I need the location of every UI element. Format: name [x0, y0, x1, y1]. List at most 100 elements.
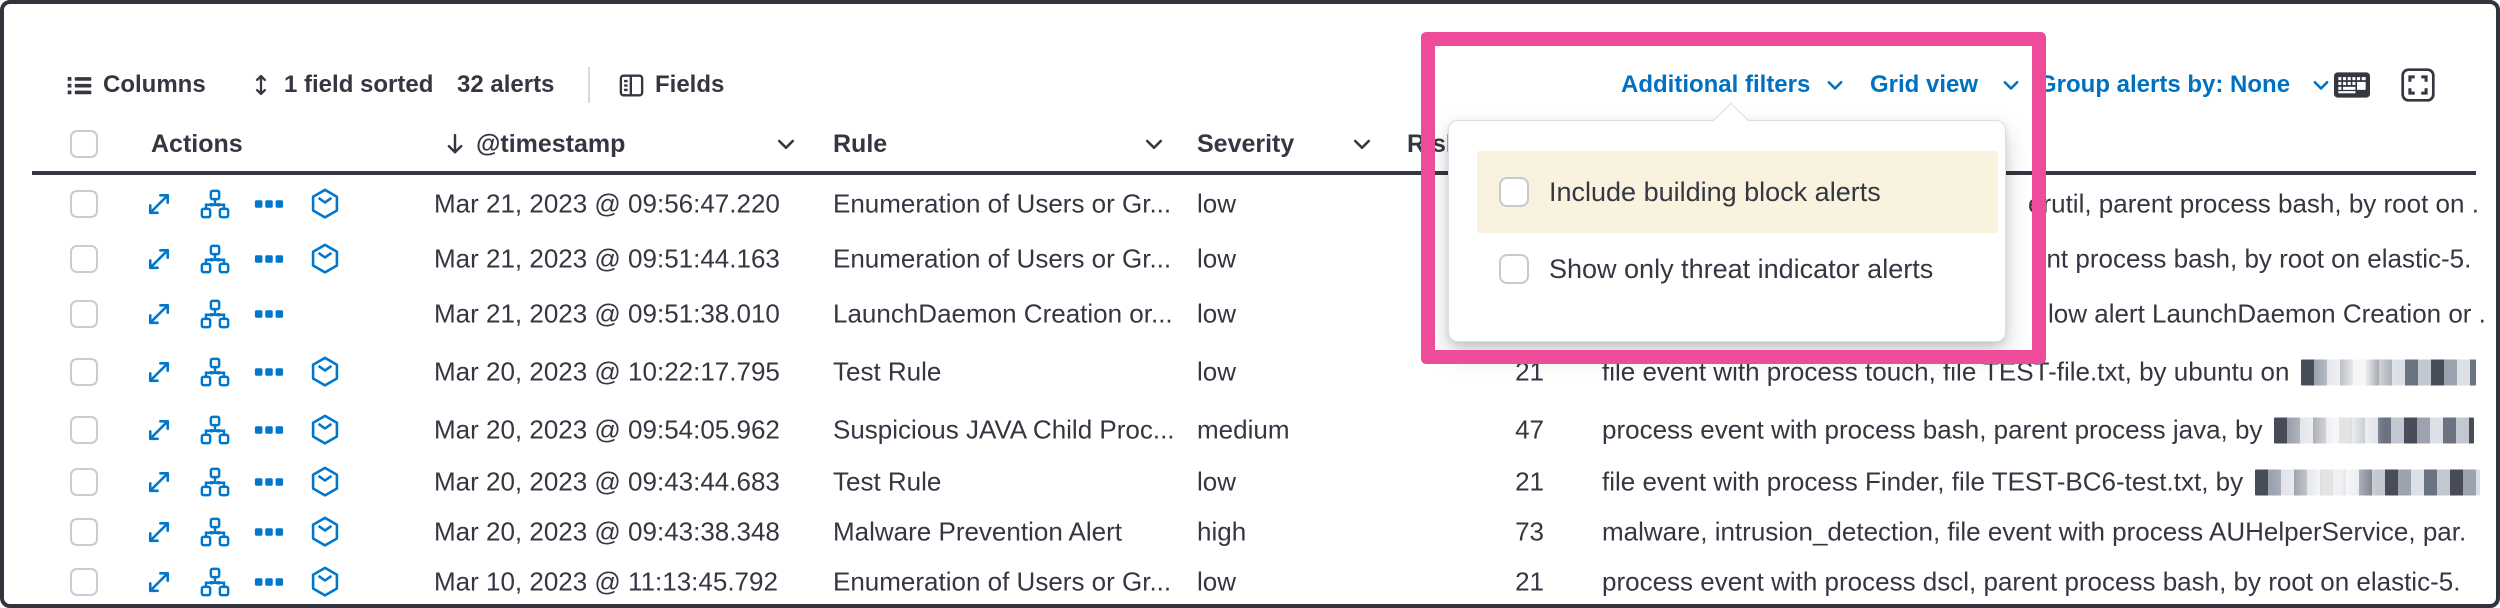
- table-row: Mar 20, 2023 @ 09:43:38.348 Malware Prev…: [4, 505, 2496, 559]
- timestamp-cell: Mar 10, 2023 @ 11:13:45.792: [434, 566, 778, 597]
- reason-text: malware, intrusion_detection, file event…: [1602, 516, 2467, 547]
- session-view-icon[interactable]: [308, 565, 342, 599]
- row-checkbox[interactable]: [70, 468, 98, 496]
- risk-score-cell: 47: [1515, 414, 1544, 445]
- sorted-label: 1 field sorted: [284, 71, 434, 98]
- expand-alert-icon[interactable]: [142, 355, 176, 389]
- chevron-down-icon: [2000, 74, 2022, 96]
- table-row: Mar 10, 2023 @ 11:13:45.792 Enumeration …: [4, 555, 2496, 604]
- option-label: Show only threat indicator alerts: [1549, 253, 1934, 284]
- session-view-icon[interactable]: [308, 187, 342, 221]
- column-menu-chevron-icon[interactable]: [1350, 132, 1374, 156]
- severity-cell: low: [1197, 298, 1237, 329]
- reason-cell: erutil, parent process bash, by root on …: [2028, 189, 2479, 220]
- row-checkbox[interactable]: [70, 190, 98, 218]
- group-alerts-by-button[interactable]: Group alerts by: None: [2038, 64, 2332, 106]
- severity-cell: low: [1197, 466, 1237, 497]
- row-checkbox[interactable]: [70, 568, 98, 596]
- more-actions-icon[interactable]: [252, 465, 286, 499]
- severity-cell: high: [1197, 516, 1247, 547]
- column-header-rule[interactable]: Rule: [833, 129, 888, 158]
- analyze-event-icon[interactable]: [198, 242, 232, 276]
- timestamp-cell: Mar 20, 2023 @ 10:22:17.795: [434, 356, 780, 387]
- list-icon: [66, 72, 93, 99]
- row-checkbox[interactable]: [70, 358, 98, 386]
- sort-down-icon: [442, 131, 468, 157]
- reason-cell: file event with process Finder, file TES…: [1602, 467, 2481, 498]
- rule-cell: Test Rule: [833, 466, 942, 497]
- select-all-checkbox[interactable]: [70, 130, 98, 158]
- expand-alert-icon[interactable]: [142, 187, 176, 221]
- analyze-event-icon[interactable]: [198, 187, 232, 221]
- column-menu-chevron-icon[interactable]: [1142, 132, 1166, 156]
- rule-cell: LaunchDaemon Creation or...: [833, 298, 1173, 329]
- session-view-icon[interactable]: [308, 465, 342, 499]
- session-view-icon[interactable]: [308, 355, 342, 389]
- expand-alert-icon[interactable]: [142, 242, 176, 276]
- columns-button[interactable]: Columns: [66, 64, 206, 106]
- include-building-block-alerts-option[interactable]: Include building block alerts: [1477, 151, 1998, 233]
- column-header-severity[interactable]: Severity: [1197, 129, 1295, 158]
- reason-cell: file event with process touch, file TEST…: [1602, 357, 2477, 388]
- risk-score-cell: 21: [1515, 356, 1544, 387]
- toolbar-divider: [588, 67, 590, 103]
- rule-cell: Suspicious JAVA Child Proc...: [833, 414, 1175, 445]
- table-row: Mar 20, 2023 @ 09:54:05.962 Suspicious J…: [4, 403, 2496, 457]
- timestamp-cell: Mar 20, 2023 @ 09:43:38.348: [434, 516, 780, 547]
- risk-score-cell: 21: [1515, 566, 1544, 597]
- more-actions-icon[interactable]: [252, 187, 286, 221]
- expand-alert-icon[interactable]: [142, 297, 176, 331]
- more-actions-icon[interactable]: [252, 515, 286, 549]
- table-row: Mar 21, 2023 @ 09:56:47.220 Enumeration …: [4, 177, 2496, 231]
- reason-cell: malware, intrusion_detection, file event…: [1602, 517, 2466, 548]
- redacted-text: [2301, 359, 2477, 385]
- more-actions-icon[interactable]: [252, 242, 286, 276]
- fields-button[interactable]: Fields: [618, 64, 724, 106]
- checkbox[interactable]: [1499, 254, 1529, 284]
- reason-cell: process event with process bash, parent …: [1602, 414, 2475, 446]
- keyboard-icon: [2334, 72, 2370, 98]
- session-view-icon[interactable]: [308, 242, 342, 276]
- expand-alert-icon[interactable]: [142, 413, 176, 447]
- rule-cell: Enumeration of Users or Gr...: [833, 243, 1172, 274]
- reason-text: process event with process bash, parent …: [1602, 414, 2263, 445]
- row-checkbox[interactable]: [70, 416, 98, 444]
- analyze-event-icon[interactable]: [198, 297, 232, 331]
- redacted-text: [2255, 469, 2481, 495]
- expand-alert-icon[interactable]: [142, 515, 176, 549]
- column-menu-chevron-icon[interactable]: [774, 132, 798, 156]
- session-view-icon[interactable]: [308, 413, 342, 447]
- table-row: Mar 21, 2023 @ 09:51:44.163 Enumeration …: [4, 232, 2496, 286]
- row-checkbox[interactable]: [70, 245, 98, 273]
- analyze-event-icon[interactable]: [198, 565, 232, 599]
- risk-score-cell: 21: [1515, 466, 1544, 497]
- analyze-event-icon[interactable]: [198, 413, 232, 447]
- more-actions-icon[interactable]: [252, 413, 286, 447]
- more-actions-icon[interactable]: [252, 565, 286, 599]
- more-actions-icon[interactable]: [252, 297, 286, 331]
- severity-cell: low: [1197, 356, 1237, 387]
- column-header-timestamp[interactable]: @timestamp: [442, 118, 625, 170]
- checkbox[interactable]: [1499, 177, 1529, 207]
- expand-alert-icon[interactable]: [142, 465, 176, 499]
- analyze-event-icon[interactable]: [198, 515, 232, 549]
- grid-view-button[interactable]: Grid view: [1870, 64, 2022, 106]
- analyze-event-icon[interactable]: [198, 355, 232, 389]
- severity-cell: low: [1197, 243, 1237, 274]
- additional-filters-button[interactable]: Additional filters: [1621, 64, 1846, 106]
- column-header-actions: Actions: [151, 129, 243, 158]
- analyze-event-icon[interactable]: [198, 465, 232, 499]
- keyboard-shortcuts-button[interactable]: [2334, 64, 2370, 106]
- row-checkbox[interactable]: [70, 300, 98, 328]
- additional-filters-label: Additional filters: [1621, 71, 1811, 98]
- show-only-threat-indicator-alerts-option[interactable]: Show only threat indicator alerts: [1477, 237, 1998, 301]
- more-actions-icon[interactable]: [252, 355, 286, 389]
- expand-alert-icon[interactable]: [142, 565, 176, 599]
- columns-label: Columns: [103, 71, 206, 98]
- sorted-fields-button[interactable]: 1 field sorted: [248, 64, 433, 106]
- timestamp-cell: Mar 21, 2023 @ 09:51:38.010: [434, 298, 780, 329]
- session-view-icon[interactable]: [308, 515, 342, 549]
- row-checkbox[interactable]: [70, 518, 98, 546]
- fullscreen-button[interactable]: [2400, 64, 2436, 106]
- severity-cell: low: [1197, 566, 1237, 597]
